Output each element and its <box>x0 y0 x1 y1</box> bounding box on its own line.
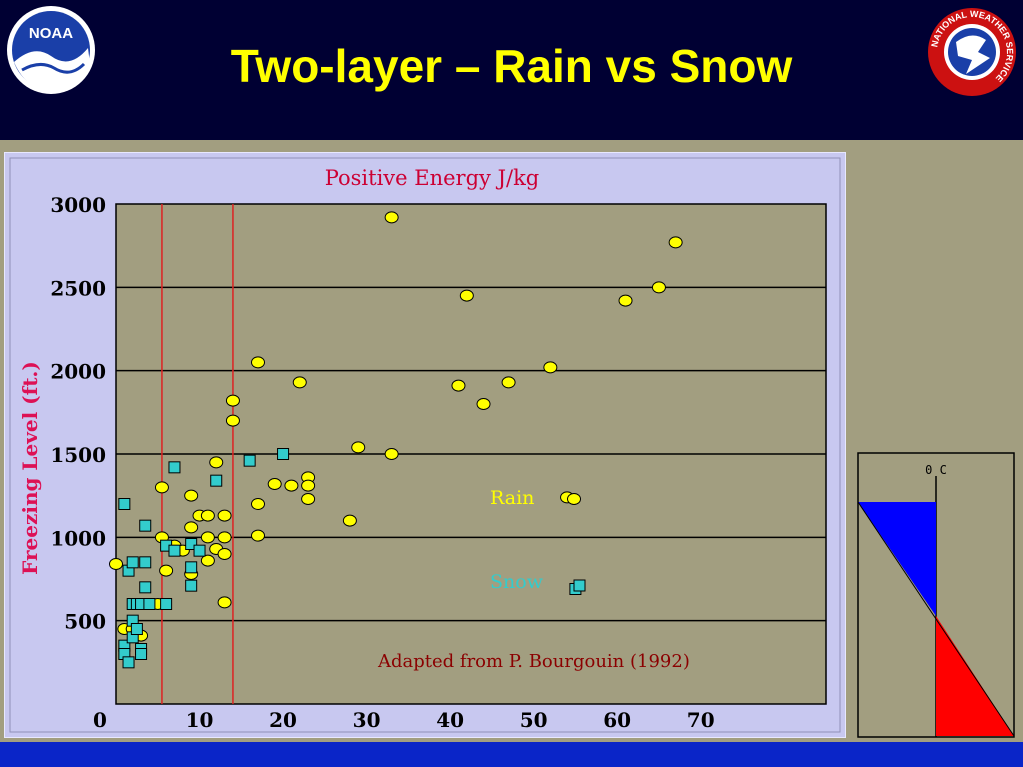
y-tick-label: 500 <box>64 610 106 634</box>
snow-point <box>118 498 131 510</box>
snow-point <box>168 461 181 474</box>
x-tick-label: 40 <box>436 708 464 732</box>
rain-point <box>109 558 123 570</box>
snow-label: Snow <box>490 571 544 593</box>
rain-point <box>476 398 491 410</box>
x-tick-label: 50 <box>520 708 548 732</box>
rain-point <box>284 479 299 492</box>
rain-point <box>543 361 558 374</box>
rain-point <box>251 356 265 369</box>
nws-logo: NATIONAL WEATHER SERVICE <box>928 8 1016 96</box>
rain-point <box>451 379 466 392</box>
temperature-profile-inset: 0 C <box>857 452 1015 738</box>
rain-point <box>184 521 199 534</box>
noaa-logo-text: NOAA <box>29 25 73 42</box>
y-tick-label: 2500 <box>50 276 106 300</box>
rain-point <box>217 596 232 609</box>
rain-point <box>342 514 357 527</box>
rain-point <box>351 441 366 454</box>
rain-legend-marker <box>567 493 581 505</box>
snow-legend-marker <box>573 579 586 592</box>
snow-point <box>130 623 143 635</box>
x-tick-label: 10 <box>186 708 214 732</box>
source-annotation: Adapted from P. Bourgouin (1992) <box>377 651 690 672</box>
rain-point <box>501 376 516 389</box>
rain-point <box>200 509 215 522</box>
rain-point <box>384 211 399 224</box>
rain-label: Rain <box>490 487 534 509</box>
temperature-profile-line <box>857 501 1015 737</box>
snow-point <box>243 454 256 467</box>
noaa-logo: NOAA <box>7 6 95 94</box>
rain-point <box>225 414 240 427</box>
zero-celsius-label: 0 C <box>925 463 947 477</box>
scatter-chart: Positive Energy J/kg Freezing Level (ft.… <box>4 152 846 738</box>
slide-title: Two-layer – Rain vs Snow <box>230 40 793 92</box>
y-axis-label: Freezing Level (ft.) <box>18 361 42 575</box>
chart-title: Positive Energy J/kg <box>325 166 540 190</box>
snow-point <box>139 581 152 594</box>
snow-point <box>277 448 290 460</box>
y-tick-label: 1000 <box>50 526 106 550</box>
rain-point <box>225 394 240 407</box>
snow-point <box>143 598 156 610</box>
rain-point <box>384 448 399 460</box>
x-tick-label: 70 <box>687 708 715 732</box>
rain-point <box>267 478 282 490</box>
rain-point <box>217 509 232 522</box>
rain-point <box>301 479 316 492</box>
rain-point <box>184 489 199 502</box>
snow-point <box>160 598 173 610</box>
snow-point <box>193 544 206 557</box>
rain-point <box>618 294 633 307</box>
snow-point <box>135 648 148 660</box>
footer-bar <box>0 742 1023 767</box>
snow-point <box>139 519 152 532</box>
y-tick-label: 2000 <box>50 360 106 384</box>
rain-point <box>209 456 224 469</box>
snow-point <box>122 656 135 669</box>
snow-point <box>185 579 198 592</box>
snow-point <box>210 474 223 487</box>
snow-point <box>168 544 181 557</box>
snow-point <box>185 561 198 574</box>
rain-point <box>251 498 265 510</box>
y-tick-label: 3000 <box>50 193 106 217</box>
rain-point <box>217 548 232 560</box>
rain-point <box>200 531 215 544</box>
rain-point <box>651 281 666 294</box>
rain-point <box>200 554 215 567</box>
rain-point <box>217 531 232 544</box>
rain-point <box>154 481 169 494</box>
origin-label: 0 <box>93 708 107 732</box>
x-tick-label: 20 <box>269 708 297 732</box>
rain-point <box>459 289 474 302</box>
snow-point <box>139 556 152 569</box>
rain-point <box>251 529 265 542</box>
y-tick-label: 1500 <box>50 443 106 467</box>
rain-point <box>159 564 174 577</box>
snow-point <box>126 556 139 569</box>
rain-point <box>292 376 307 389</box>
x-tick-label: 30 <box>353 708 381 732</box>
snow-point <box>185 538 198 550</box>
rain-point <box>301 493 316 505</box>
x-tick-label: 60 <box>603 708 631 732</box>
rain-point <box>668 236 683 249</box>
